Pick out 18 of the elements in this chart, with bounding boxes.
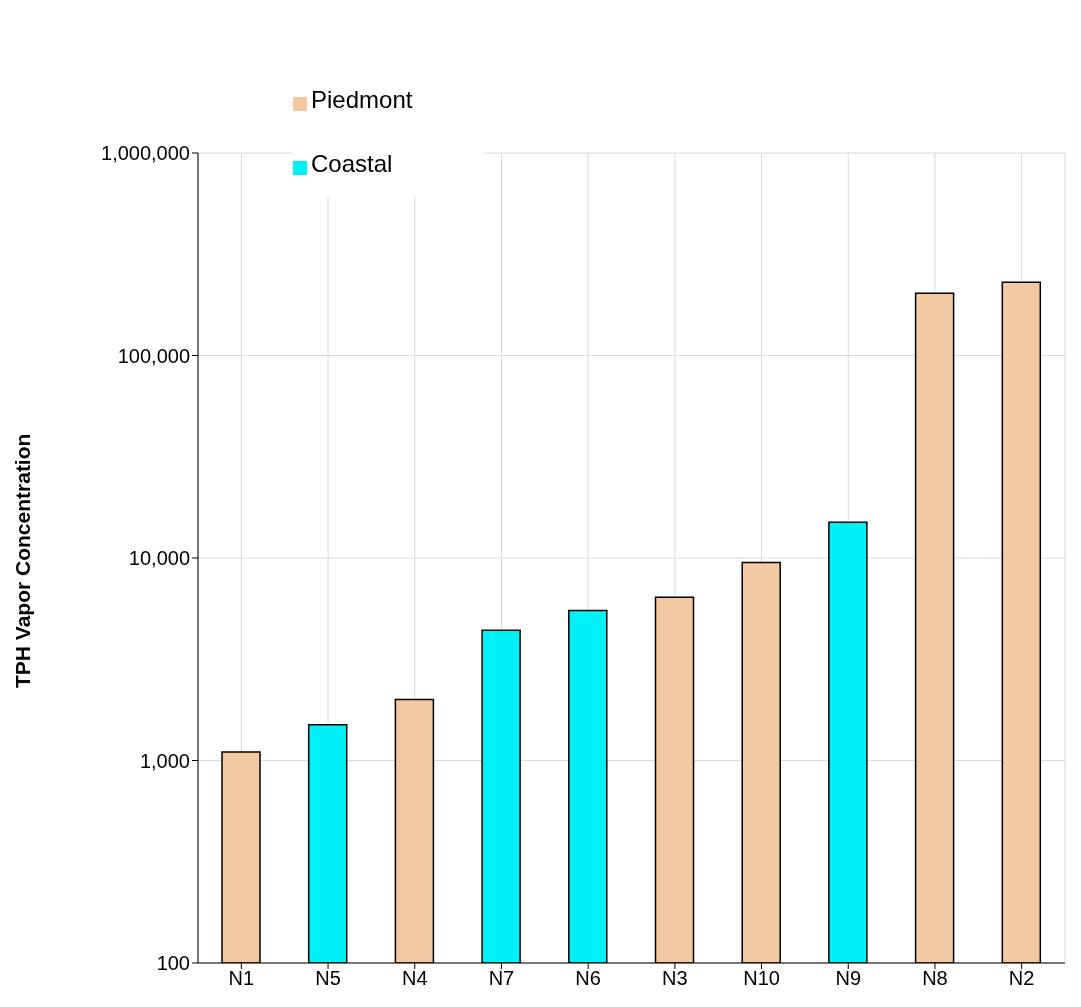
x-tick-label: N8 [922,967,948,990]
x-tick-label: N1 [228,967,255,990]
y-tick-label: 100,000 [117,344,190,367]
legend-label: Piedmont [311,86,413,113]
x-tick-label: N2 [1008,967,1035,990]
x-tick-label: N10 [743,967,780,990]
x-tick-label: N9 [835,967,862,990]
y-tick-label: 100 [156,952,190,975]
x-tick-label: N4 [401,967,428,990]
y-axis-title: TPH Vapor Concentration [11,433,35,688]
x-tick-label: N5 [315,967,341,990]
y-tick-label: 10,000 [128,547,190,570]
y-tick-label: 1,000 [139,749,190,772]
y-tick-label: 1,000,000 [101,142,190,165]
x-tick-label: N3 [662,967,688,990]
x-tick-label: N6 [575,967,601,990]
x-tick-label: N7 [488,967,515,990]
legend-label: Coastal [311,150,393,177]
